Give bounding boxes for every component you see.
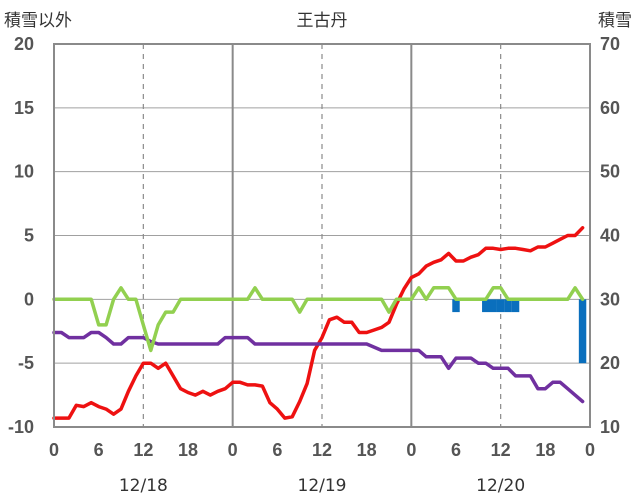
hour-tick-label: 18 [178, 440, 198, 460]
snow-bar [482, 299, 490, 313]
left-tick-label: 5 [24, 226, 34, 246]
plot-frame [53, 43, 591, 428]
series-line [52, 330, 585, 404]
snow-bar [578, 299, 587, 364]
date-label: 12/18 [119, 476, 168, 496]
chart-title: 王古丹 [297, 11, 348, 31]
hour-tick-label: 0 [406, 440, 416, 460]
left-tick-label: 0 [24, 289, 34, 309]
hour-tick-label: 18 [357, 440, 377, 460]
right-tick-label: 30 [600, 289, 620, 309]
snow-bar [452, 299, 460, 313]
hour-tick-label: 6 [451, 440, 461, 460]
right-tick-label: 50 [600, 162, 620, 182]
hour-tick-label: 6 [272, 440, 282, 460]
right-tick-label: 70 [600, 34, 620, 54]
snow-bar [511, 299, 520, 313]
date-label: 12/19 [298, 476, 347, 496]
hour-tick-label: 12 [312, 440, 332, 460]
hour-tick-label: 0 [585, 440, 595, 460]
left-tick-label: 10 [14, 162, 34, 182]
grid [54, 44, 590, 427]
bar-series [452, 299, 587, 364]
snow-bar [489, 299, 497, 313]
left-tick-label: 20 [14, 34, 34, 54]
hour-tick-label: 12 [133, 440, 153, 460]
right-tick-label: 60 [600, 98, 620, 118]
date-label: 12/20 [476, 476, 525, 496]
hour-tick-label: 0 [49, 440, 59, 460]
right-tick-label: 40 [600, 226, 620, 246]
hour-tick-label: 18 [535, 440, 555, 460]
left-axis-label: 積雪以外 [4, 11, 72, 31]
right-tick-label: 10 [600, 417, 620, 437]
snow-bar [504, 299, 512, 313]
series-line [52, 286, 585, 353]
hour-tick-label: 12 [491, 440, 511, 460]
left-tick-label: -10 [8, 417, 34, 437]
hour-tick-label: 0 [228, 440, 238, 460]
snow-bar [496, 299, 505, 313]
series-line [52, 226, 585, 420]
right-axis-label: 積雪 [598, 11, 632, 31]
line-series [52, 226, 585, 420]
hour-tick-label: 6 [94, 440, 104, 460]
right-tick-label: 20 [600, 353, 620, 373]
left-tick-label: -5 [18, 353, 34, 373]
left-tick-label: 15 [14, 98, 34, 118]
